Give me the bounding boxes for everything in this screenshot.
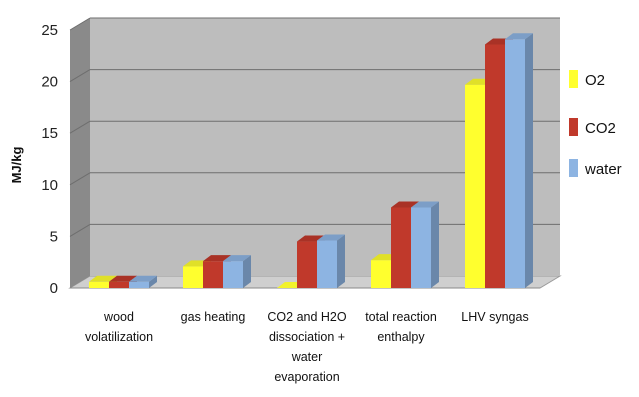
gridline-side	[69, 69, 91, 83]
bar-front	[465, 84, 485, 288]
bar-front	[317, 240, 337, 288]
x-category-line: LHV syngas	[461, 310, 528, 324]
bar-front	[223, 261, 243, 288]
y-tick-labels: 0 5 10 15 20 25	[41, 22, 58, 297]
legend-swatch	[569, 159, 578, 177]
gridline-side	[69, 120, 91, 134]
legend-swatch	[569, 118, 578, 136]
bar-top	[505, 33, 533, 40]
x-category-line: CO2 and H2O	[267, 310, 346, 324]
bar-top	[89, 275, 117, 282]
bar-side	[149, 275, 157, 288]
x-category-labels: wood volatilization gas heating CO2 and H2O…	[85, 310, 529, 384]
x-category-line: dissociation +	[269, 330, 345, 344]
x-category-line: enthalpy	[377, 330, 425, 344]
bar-front	[505, 39, 525, 289]
bar	[411, 201, 439, 288]
x-category-label: gas heating	[181, 310, 246, 324]
legend-label: CO2	[585, 120, 616, 137]
legend: O2 CO2 water	[569, 70, 622, 178]
y-tick-label: 5	[50, 228, 58, 245]
bar-side	[243, 255, 251, 288]
y-tick-label: 0	[50, 280, 58, 297]
bar-top	[317, 234, 345, 241]
bar	[223, 255, 251, 288]
bar-front	[371, 260, 391, 288]
bar-front	[391, 207, 411, 288]
bar-top	[223, 255, 251, 262]
bar-side	[337, 234, 345, 288]
bar-front	[485, 44, 505, 288]
x-category-label: LHV syngas	[461, 310, 528, 324]
bar	[129, 275, 157, 288]
x-category-label: CO2 and H2O dissociation + water evaporatio…	[267, 310, 346, 384]
x-category-line: gas heating	[181, 310, 246, 324]
bar-front	[129, 281, 149, 288]
gridline-side	[69, 172, 91, 186]
bar-top	[203, 255, 231, 262]
y-tick-label: 25	[41, 22, 58, 39]
bar-side	[431, 201, 439, 288]
bar-top	[391, 201, 419, 208]
x-category-line: volatilization	[85, 330, 153, 344]
bar-front	[183, 266, 203, 288]
bar-front	[203, 261, 223, 288]
side-wall	[70, 18, 90, 288]
x-category-label: wood volatilization	[85, 310, 153, 344]
bar	[317, 234, 345, 288]
x-category-label: total reaction enthalpy	[365, 310, 437, 344]
legend-label: O2	[585, 72, 605, 89]
y-tick-label: 20	[41, 74, 58, 91]
legend-swatch	[569, 70, 578, 88]
x-category-line: total reaction	[365, 310, 437, 324]
bar-side	[525, 33, 533, 289]
bar-top	[411, 201, 439, 208]
bar-front	[297, 241, 317, 288]
bar	[505, 33, 533, 289]
gridline-side	[69, 17, 91, 31]
bar-top	[129, 275, 157, 282]
gridline-side	[69, 223, 91, 237]
bar-front	[109, 281, 129, 288]
y-tick-label: 10	[41, 177, 58, 194]
y-tick-label: 15	[41, 125, 58, 142]
bar-top	[109, 275, 137, 282]
legend-label: water	[584, 161, 622, 178]
y-axis-label: MJ/kg	[9, 147, 24, 184]
bar-front	[89, 281, 109, 288]
x-category-line: evaporation	[274, 370, 339, 384]
x-category-line: water	[291, 350, 323, 364]
x-category-line: wood	[103, 310, 134, 324]
bar-front	[411, 207, 431, 288]
bars	[89, 33, 533, 289]
